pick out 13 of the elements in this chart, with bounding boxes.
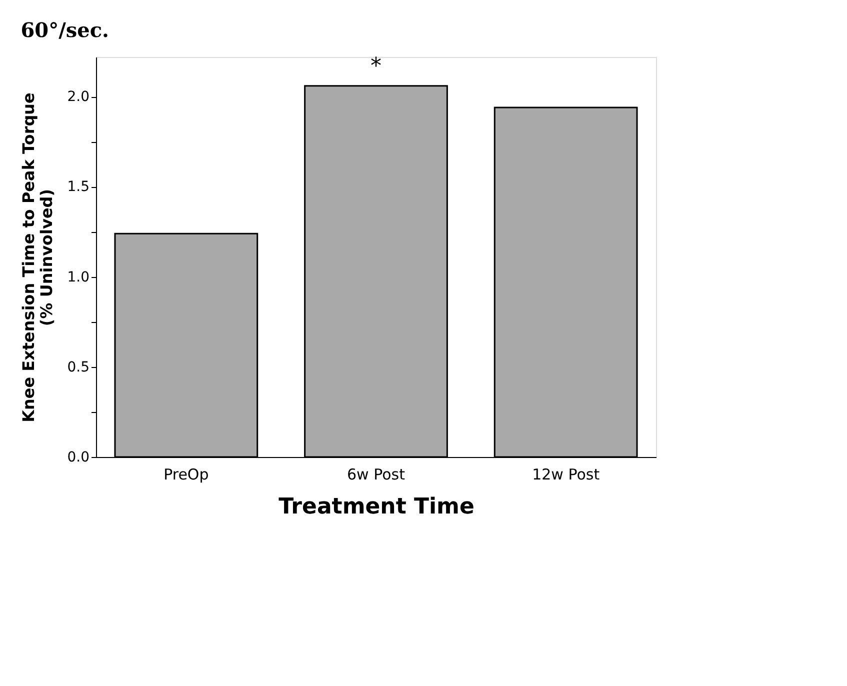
x-tick-label: PreOp — [164, 466, 209, 484]
chart-title: 60°/sec. — [20, 18, 109, 42]
y-tick-label: 1.0 — [67, 269, 90, 286]
x-tick-label: 6w Post — [347, 466, 406, 484]
y-tick-label: 0.0 — [67, 450, 90, 466]
text: (% Uninvolved) — [37, 188, 56, 326]
y-tick-label: 0.5 — [67, 359, 90, 376]
annotation: * — [370, 54, 382, 79]
y-tick-label: 1.5 — [67, 179, 90, 196]
y-axis-title: Knee Extension Time to Peak Torque — [19, 92, 38, 422]
y-tick-label: 2.0 — [67, 89, 90, 106]
x-tick-label: 12w Post — [532, 466, 600, 484]
x-axis-title: Treatment Time — [278, 494, 474, 520]
